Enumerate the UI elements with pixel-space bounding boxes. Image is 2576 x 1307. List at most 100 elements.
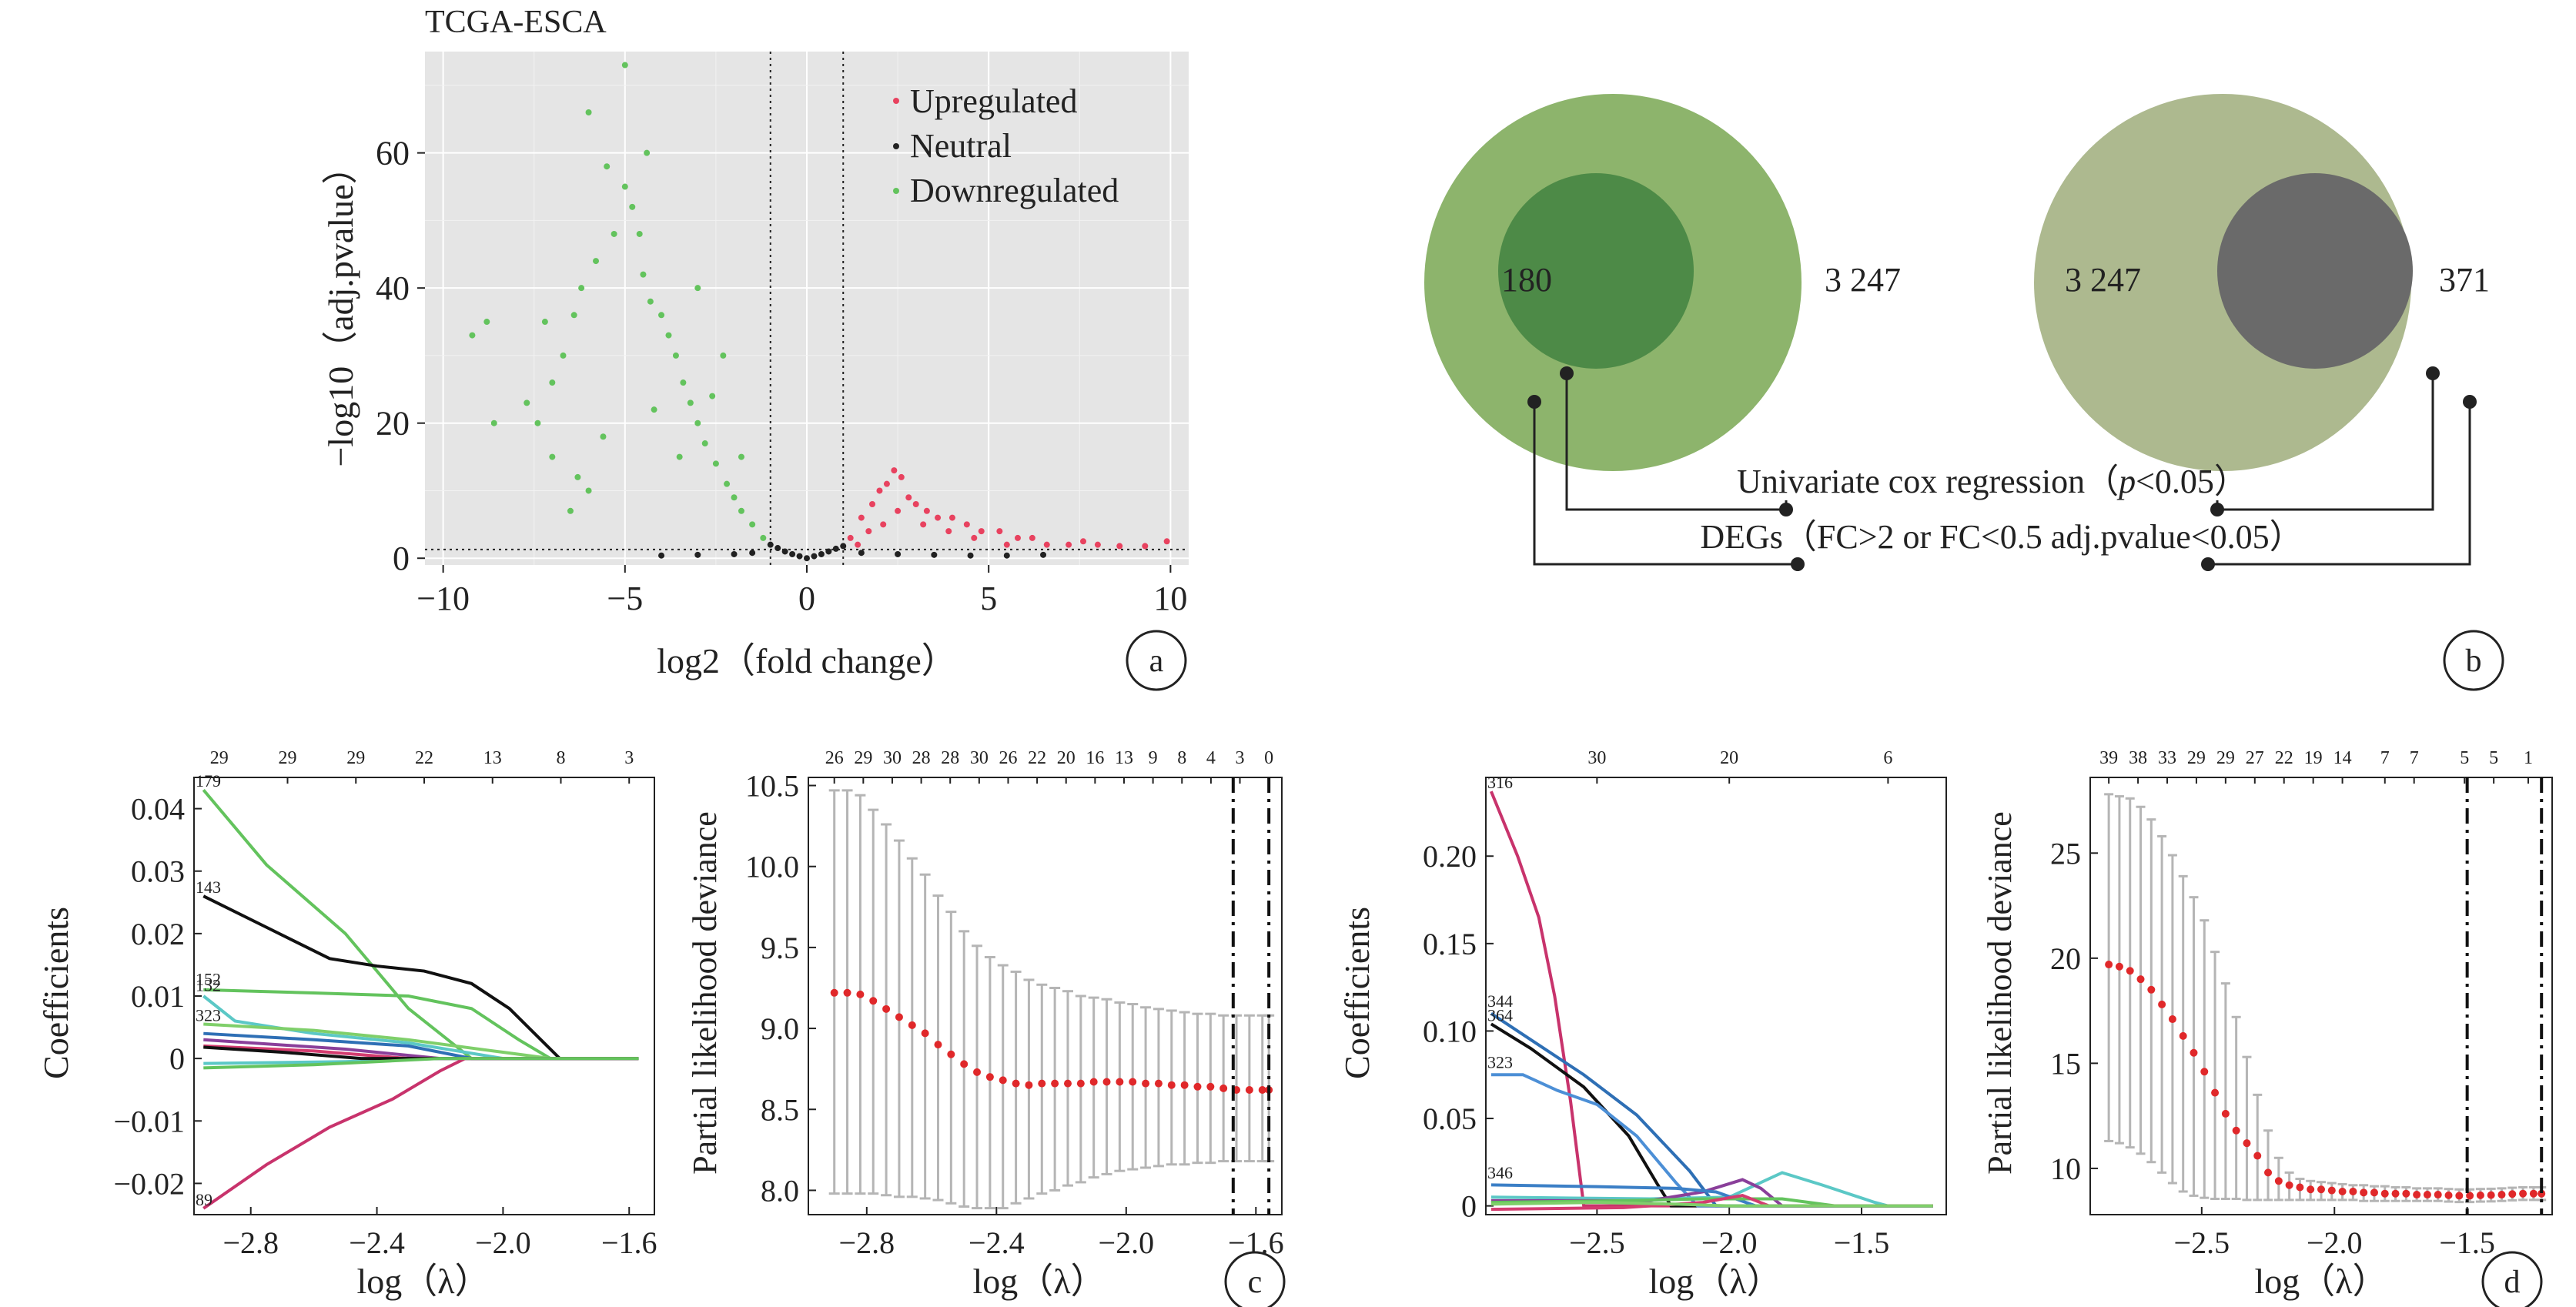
d2-mean-point: [2466, 1192, 2474, 1200]
volcano-point-upregulated: [865, 528, 872, 535]
d2-mean-point: [2115, 962, 2123, 971]
d2-mean-point: [2200, 1068, 2209, 1076]
panel-d-label-circle: [2481, 1251, 2543, 1307]
c2-mean-point: [1142, 1079, 1150, 1088]
venn-left-outer-count: 3 247: [1825, 261, 1901, 299]
panel-c-label: c: [1248, 1265, 1263, 1300]
c2-mean-point: [1219, 1084, 1228, 1092]
c1-xlabel: log（λ）: [356, 1262, 490, 1301]
c2-mean-point: [960, 1060, 969, 1068]
top-tick-label: 9: [1149, 748, 1158, 768]
volcano-ytick-label: 40: [376, 269, 410, 307]
top-tick-label: 29: [2187, 748, 2206, 768]
volcano-ticks: −10 −5 0 5 10 0 20 40 60: [376, 135, 1187, 617]
top-tick-label: 1: [2524, 748, 2533, 768]
top-tick-label: 0: [1264, 748, 1273, 768]
c1-curve-label: 143: [196, 877, 221, 897]
c2-frame: [808, 777, 1283, 1215]
c2-ticks: −2.8 −2.4 −2.0 −1.6 8.0 8.5 9.0 9.5 10.0 10.5 26 29…: [745, 748, 1284, 1260]
volcano-point-downregulated: [621, 62, 628, 69]
ytick-label: 0.10: [1423, 1014, 1477, 1048]
ytick-label: 10.5: [745, 769, 799, 804]
c2-mean-point: [1258, 1086, 1266, 1095]
c2-mean-point: [843, 988, 851, 997]
c2-mean-point: [869, 997, 878, 1005]
ytick-label: 20: [2050, 941, 2081, 976]
c2-mean-point: [1025, 1081, 1033, 1089]
volcano-point-downregulated: [469, 332, 476, 339]
top-tick-label: 7: [2410, 748, 2419, 768]
volcano-point-upregulated: [1080, 538, 1087, 545]
volcano-point-upregulated: [1043, 541, 1050, 548]
ytick-label: 0.01: [131, 979, 185, 1014]
legend-marker-upregulated: [893, 98, 899, 104]
volcano-point-downregulated: [567, 507, 574, 514]
c2-mean-point: [1089, 1078, 1098, 1086]
ytick-label: 8.0: [761, 1173, 799, 1208]
xtick-label: −2.5: [2174, 1225, 2230, 1260]
volcano-point-neutral: [818, 550, 825, 557]
top-tick-label: 13: [1115, 748, 1133, 768]
volcano-point-downregulated: [549, 453, 556, 460]
panel-c-label-circle: [1224, 1251, 1286, 1307]
volcano-point-upregulated: [1029, 534, 1035, 541]
volcano-point-upregulated: [880, 521, 887, 528]
d2-mean-point: [2360, 1188, 2368, 1197]
top-tick-label: 29: [2216, 748, 2235, 768]
c1-curve-label: 132: [196, 976, 221, 995]
volcano-point-upregulated: [883, 480, 890, 487]
c2-mean-point: [882, 1004, 891, 1013]
dot-right-outer: [2463, 395, 2477, 409]
c2-mean-point: [1038, 1079, 1046, 1088]
volcano-point-neutral: [931, 551, 938, 558]
top-tick-label: 8: [556, 748, 565, 768]
d2-mean-point: [2274, 1177, 2283, 1185]
volcano-point-downregulated: [560, 352, 567, 359]
d2-mean-point: [2519, 1189, 2527, 1198]
volcano-xtick-label: 0: [798, 580, 815, 617]
ytick-label: 15: [2050, 1046, 2081, 1081]
d2-mean-point: [2179, 1031, 2187, 1040]
ytick-label: 0.02: [131, 917, 185, 951]
volcano-point-neutral: [811, 553, 818, 560]
c2-mean-point: [1063, 1079, 1072, 1088]
dot-degs-right: [2201, 557, 2215, 571]
volcano-point-downregulated: [694, 285, 701, 292]
volcano-point-upregulated: [869, 501, 876, 508]
volcano-point-upregulated: [948, 514, 955, 521]
c1-ylabel: Coefficients: [36, 907, 75, 1079]
ytick-label: 0.15: [1423, 927, 1477, 961]
d2-mean-point: [2232, 1126, 2240, 1135]
volcano-point-upregulated: [923, 507, 930, 514]
c1-coef-line: [202, 788, 639, 1061]
d2-xlabel: log（λ）: [2254, 1262, 2387, 1301]
top-tick-label: 28: [912, 748, 931, 768]
panel-b-venn: 180 3 247 3 247 371 Univariate cox regre…: [1424, 94, 2504, 691]
panel-c1-coefficients: −2.8 −2.4 −2.0 −1.6 −0.02 −0.01 0 0.01 0.02 0.03 0…: [36, 748, 657, 1301]
volcano-point-upregulated: [1014, 534, 1021, 541]
volcano-point-neutral: [694, 551, 701, 558]
volcano-point-upregulated: [898, 473, 905, 480]
volcano-point-downregulated: [585, 487, 592, 494]
c1-curve-label: 89: [196, 1190, 212, 1209]
top-tick-label: 28: [941, 748, 959, 768]
c2-mean-point: [1076, 1079, 1085, 1088]
d2-mean-point: [2434, 1191, 2442, 1199]
c1-ticks: −2.8 −2.4 −2.0 −1.6 −0.02 −0.01 0 0.01 0.02 0.03 0…: [113, 748, 657, 1260]
volcano-point-downregulated: [604, 163, 611, 170]
volcano-point-downregulated: [585, 109, 592, 115]
d1-coef-line: [1490, 1022, 1933, 1208]
d1-xlabel: log（λ）: [1648, 1262, 1781, 1301]
top-tick-label: 30: [970, 748, 989, 768]
legend-marker-downregulated: [893, 188, 899, 194]
volcano-legend: Upregulated Neutral Downregulated: [893, 82, 1119, 209]
volcano-point-downregulated: [578, 285, 585, 292]
volcano-point-downregulated: [701, 440, 708, 447]
volcano-point-neutral: [731, 550, 738, 557]
volcano-point-neutral: [1003, 552, 1010, 559]
d2-mean-point: [2508, 1190, 2517, 1198]
volcano-point-upregulated: [996, 528, 1003, 535]
panel-d1-coefficients: −2.5 −2.0 −1.5 0 0.05 0.10 0.15 0.20 30 20 6 316 34…: [1337, 748, 1947, 1301]
top-tick-label: 33: [2158, 748, 2176, 768]
